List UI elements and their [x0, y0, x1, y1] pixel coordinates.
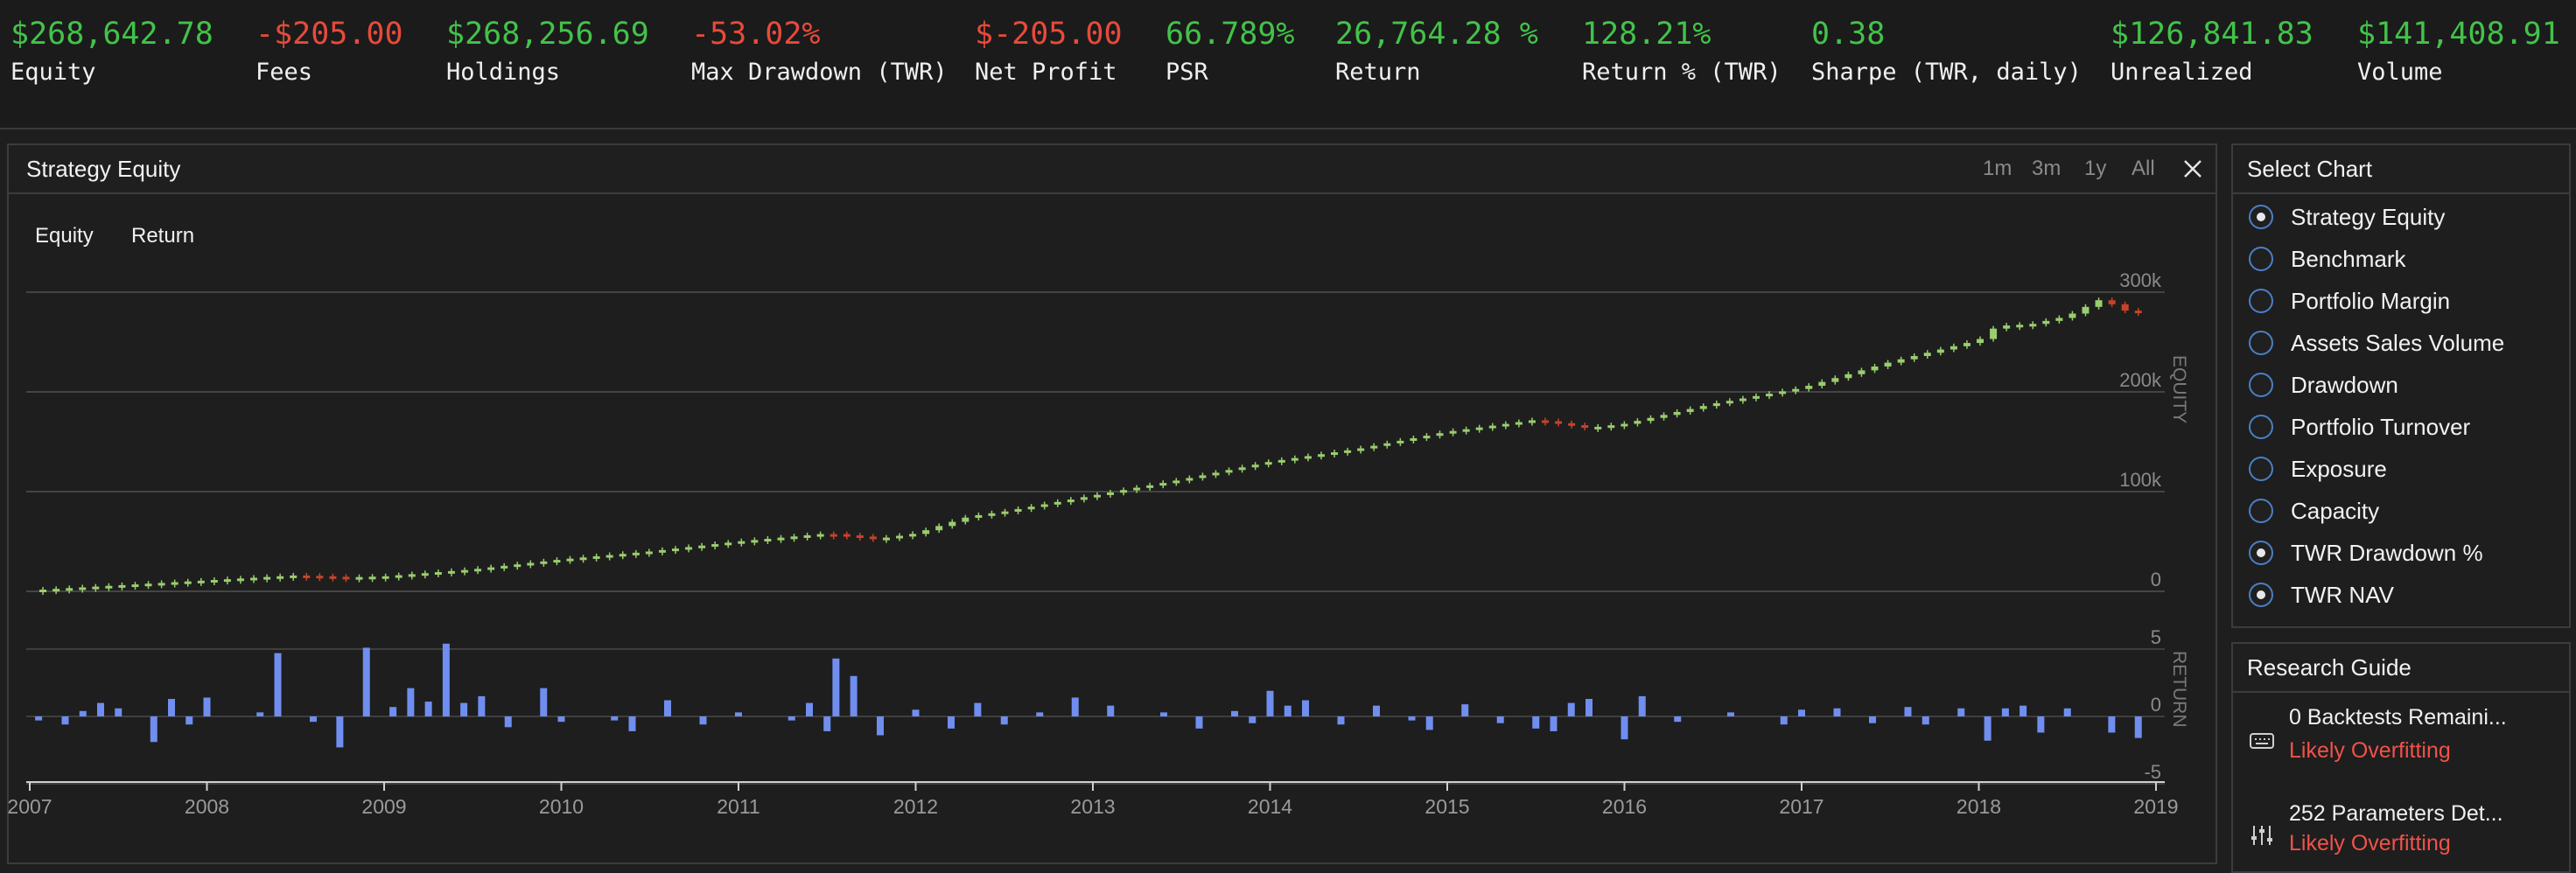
- research-guide-header: Research Guide: [2233, 644, 2569, 693]
- radio-icon[interactable]: [2249, 289, 2273, 313]
- stat-label: PSR: [1166, 59, 1208, 86]
- stat-fees: -$205.00 Fees: [256, 14, 403, 89]
- strategy-equity-panel: Strategy Equity 1m 3m 1y All: [7, 143, 2217, 864]
- sliders-icon: [2251, 826, 2272, 845]
- stat-value: $141,408.91: [2357, 17, 2560, 52]
- stat-value: $-205.00: [975, 17, 1123, 52]
- stat-sharpe: 0.38 Sharpe (TWR, daily): [1811, 14, 2082, 89]
- stat-label: Unrealized: [2110, 59, 2253, 86]
- stat-holdings: $268,256.69 Holdings: [446, 14, 649, 89]
- keyboard-icon: [2250, 733, 2274, 749]
- research-guide-item-status: Likely Overfitting: [2289, 831, 2451, 856]
- radio-icon[interactable]: [2249, 499, 2273, 523]
- radio-icon[interactable]: [2249, 247, 2273, 271]
- radio-icon[interactable]: [2249, 457, 2273, 481]
- radio-icon[interactable]: [2249, 331, 2273, 355]
- stat-label: Return % (TWR): [1582, 59, 1782, 86]
- stat-net-profit: $-205.00 Net Profit: [975, 14, 1123, 89]
- stat-equity: $268,642.78 Equity: [10, 14, 214, 89]
- select-chart-title: Select Chart: [2247, 156, 2373, 182]
- stat-label: Net Profit: [975, 59, 1117, 86]
- chart-option-label: Portfolio Margin: [2291, 288, 2451, 314]
- radio-selected-icon[interactable]: [2249, 541, 2273, 565]
- chart-option-label: Benchmark: [2291, 246, 2406, 272]
- radio-selected-icon[interactable]: [2249, 205, 2273, 229]
- legend-equity[interactable]: Equity: [35, 224, 94, 248]
- stat-value: 66.789%: [1166, 17, 1295, 52]
- stat-label: Holdings: [446, 59, 561, 86]
- stat-value: 128.21%: [1582, 17, 1712, 52]
- stat-value: -53.02%: [691, 17, 821, 52]
- range-1y-button[interactable]: 1y: [2084, 157, 2107, 180]
- stat-label: Equity: [10, 59, 96, 86]
- range-3m-button[interactable]: 3m: [2032, 157, 2062, 180]
- research-guide-title: Research Guide: [2247, 654, 2412, 681]
- chart-option-label: Strategy Equity: [2291, 204, 2446, 230]
- research-guide-panel: Research Guide: [2231, 642, 2571, 873]
- range-all-button[interactable]: All: [2132, 157, 2155, 180]
- research-guide-item-title[interactable]: 0 Backtests Remaini...: [2289, 705, 2507, 730]
- radio-selected-icon[interactable]: [2249, 583, 2273, 607]
- stat-value: $268,256.69: [446, 17, 649, 52]
- radio-icon[interactable]: [2249, 373, 2273, 397]
- stat-value: 0.38: [1811, 17, 1886, 52]
- stat-unrealized: $126,841.83 Unrealized: [2110, 14, 2314, 89]
- stat-label: Max Drawdown (TWR): [691, 59, 948, 86]
- chart-option-label: TWR NAV: [2291, 582, 2394, 608]
- select-chart-header: Select Chart: [2233, 145, 2569, 194]
- stat-return-twr: 128.21% Return % (TWR): [1582, 14, 1782, 89]
- panel-header: Strategy Equity 1m 3m 1y All: [9, 145, 2216, 194]
- chart-option-label: Drawdown: [2291, 372, 2398, 398]
- stat-value: $268,642.78: [10, 17, 214, 52]
- stat-label: Volume: [2357, 59, 2443, 86]
- panel-title: Strategy Equity: [26, 156, 181, 182]
- stat-psr: 66.789% PSR: [1166, 14, 1295, 89]
- stat-value: 26,764.28 %: [1335, 17, 1538, 52]
- research-guide-item-status: Likely Overfitting: [2289, 738, 2451, 763]
- stat-label: Fees: [256, 59, 313, 86]
- stat-max-drawdown: -53.02% Max Drawdown (TWR): [691, 14, 948, 89]
- statistics-bar: $268,642.78 Equity -$205.00 Fees $268,25…: [0, 0, 2576, 129]
- chart-option-label: Capacity: [2291, 498, 2380, 524]
- select-chart-panel: Select Chart: [2231, 143, 2571, 628]
- chart-option-label: Assets Sales Volume: [2291, 330, 2505, 356]
- research-guide-item-title[interactable]: 252 Parameters Det...: [2289, 801, 2503, 826]
- stat-label: Sharpe (TWR, daily): [1811, 59, 2082, 86]
- stat-label: Return: [1335, 59, 1421, 86]
- stat-value: $126,841.83: [2110, 17, 2314, 52]
- chart-option-label: Portfolio Turnover: [2291, 414, 2471, 440]
- chart-option-label: TWR Drawdown %: [2291, 540, 2483, 566]
- chart-option-label: Exposure: [2291, 456, 2387, 482]
- close-icon[interactable]: [2182, 158, 2203, 179]
- legend-return[interactable]: Return: [131, 224, 195, 248]
- stat-volume: $141,408.91 Volume: [2357, 14, 2560, 89]
- radio-icon[interactable]: [2249, 415, 2273, 439]
- stat-return: 26,764.28 % Return: [1335, 14, 1538, 89]
- range-1m-button[interactable]: 1m: [1983, 157, 2012, 180]
- stat-value: -$205.00: [256, 17, 403, 52]
